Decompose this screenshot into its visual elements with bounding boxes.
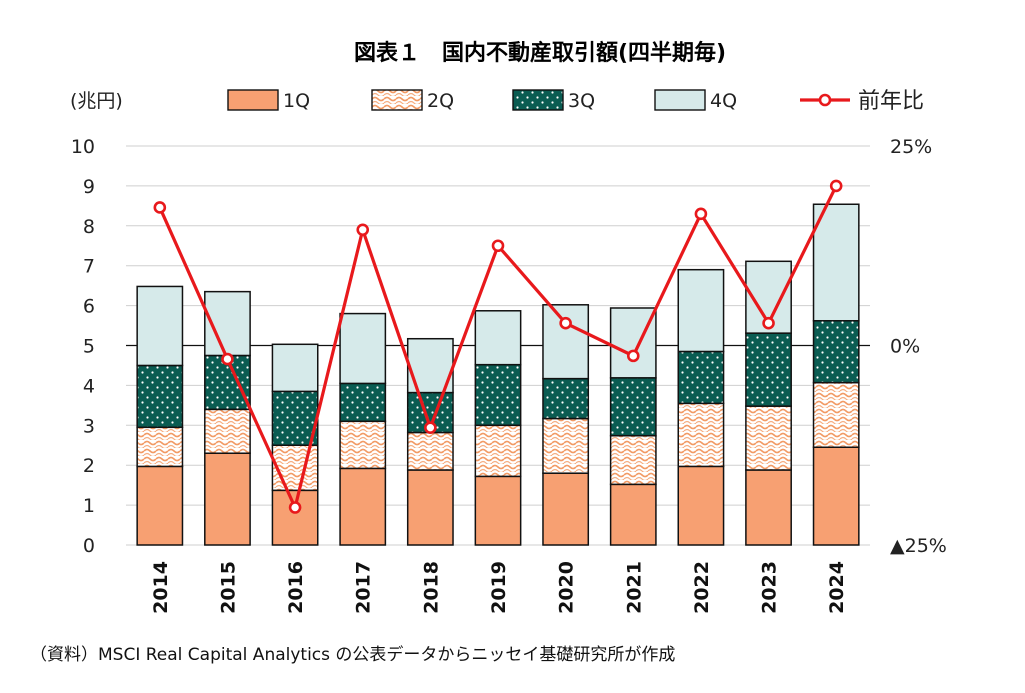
y-tick-label: 1 <box>83 495 95 517</box>
y2-tick-label: 25% <box>890 136 932 158</box>
legend: 1Q 2Q 3Q 4Q 前年比 <box>227 89 924 114</box>
bar-1Q-2019 <box>474 475 522 546</box>
bar-3Q-2024 <box>812 320 860 384</box>
bar-2Q-2021 <box>609 434 657 486</box>
bar-1Q-2017 <box>339 467 387 546</box>
y-tick-label: 10 <box>71 136 95 158</box>
bar-3Q-2023 <box>745 332 792 407</box>
bar-1Q-2016 <box>271 489 319 546</box>
legend-label-yoy: 前年比 <box>858 89 924 114</box>
yoy-point-2019 <box>491 239 505 253</box>
source-note: （資料）MSCI Real Capital Analytics の公表データから… <box>30 644 675 665</box>
bar-1Q-2015 <box>204 452 251 546</box>
y2-axis-ticks: ▲25% 0% 25% <box>890 136 947 557</box>
yoy-point-2021 <box>626 349 640 363</box>
bar-2Q-2018 <box>406 431 454 471</box>
bar-4Q-2022 <box>677 268 725 353</box>
bar-2Q-2017 <box>339 420 387 470</box>
x-tick-label: 2020 <box>556 561 578 614</box>
y-tick-label: 4 <box>83 375 95 397</box>
x-tick-label: 2015 <box>217 561 239 614</box>
yoy-point-2023 <box>762 316 775 330</box>
bar-4Q-2019 <box>474 310 522 366</box>
legend-label-4Q: 4Q <box>710 90 737 112</box>
bar-2Q-2024 <box>812 381 860 448</box>
x-tick-label: 2023 <box>759 561 781 614</box>
bar-3Q-2017 <box>339 382 387 423</box>
bar-1Q-2021 <box>609 483 657 546</box>
bar-2Q-2015 <box>204 408 251 454</box>
y2-tick-label: 0% <box>890 336 920 358</box>
bar-2Q-2020 <box>542 417 590 474</box>
y-tick-label: 2 <box>83 455 95 477</box>
bar-3Q-2021 <box>609 377 657 437</box>
yoy-point-2016 <box>288 501 302 514</box>
legend-swatch-1Q <box>227 89 279 111</box>
y-tick-label: 5 <box>83 336 95 358</box>
bar-4Q-2017 <box>339 312 387 385</box>
bar-4Q-2021 <box>609 307 657 379</box>
y-tick-label: 9 <box>83 176 95 198</box>
bar-2Q-2023 <box>745 405 792 471</box>
x-tick-label: 2022 <box>691 561 713 614</box>
x-tick-label: 2019 <box>488 561 510 614</box>
bar-3Q-2014 <box>136 364 184 429</box>
bar-4Q-2014 <box>136 285 184 367</box>
bars <box>136 203 860 546</box>
yoy-line-series <box>153 179 843 514</box>
yoy-point-2015 <box>221 352 234 366</box>
y-tick-label: 6 <box>83 296 95 318</box>
y-tick-label: 8 <box>83 216 95 238</box>
bar-3Q-2020 <box>542 377 590 420</box>
yoy-point-2024 <box>829 179 843 193</box>
bar-4Q-2024 <box>812 203 860 322</box>
x-tick-label: 2017 <box>353 561 375 614</box>
bar-2Q-2019 <box>474 424 522 478</box>
yoy-point-2020 <box>559 316 572 330</box>
bar-3Q-2019 <box>474 363 522 427</box>
bar-1Q-2020 <box>542 472 590 546</box>
bar-2Q-2022 <box>677 402 725 468</box>
bar-1Q-2023 <box>745 469 792 546</box>
bar-2Q-2016 <box>271 444 319 492</box>
legend-swatch-3Q <box>512 89 564 111</box>
y-tick-label: 7 <box>83 256 95 278</box>
bar-1Q-2014 <box>136 465 184 546</box>
y-tick-label: 0 <box>83 535 95 557</box>
bar-1Q-2022 <box>677 465 725 546</box>
legend-label-1Q: 1Q <box>283 90 310 112</box>
legend-swatch-4Q <box>654 89 706 111</box>
bar-3Q-2022 <box>677 350 725 405</box>
yoy-point-2014 <box>153 201 167 214</box>
x-tick-label: 2014 <box>150 561 172 614</box>
x-tick-label: 2018 <box>420 561 442 614</box>
x-tick-label: 2016 <box>285 561 307 614</box>
x-axis-ticks: 2014 2015 2016 2017 2018 2019 2020 2021 2022 2023… <box>150 561 848 614</box>
y-axis-unit-label: (兆円) <box>70 90 123 112</box>
chart-title: 図表１ 国内不動産取引額(四半期毎) <box>354 40 726 66</box>
yoy-point-2018 <box>424 421 437 434</box>
y-axis-ticks: 0 1 2 3 4 5 6 7 8 9 10 <box>71 136 95 557</box>
y-tick-label: 3 <box>83 415 95 437</box>
x-tick-label: 2024 <box>826 561 848 614</box>
yoy-point-2017 <box>356 223 370 237</box>
bar-1Q-2024 <box>812 446 860 546</box>
yoy-point-2022 <box>694 207 708 221</box>
legend-swatch-2Q <box>371 89 423 111</box>
y2-tick-label: ▲25% <box>890 535 947 557</box>
bar-4Q-2020 <box>542 304 590 380</box>
legend-line-marker <box>818 93 832 107</box>
bar-4Q-2016 <box>271 343 319 393</box>
legend-label-3Q: 3Q <box>568 90 595 112</box>
bar-1Q-2018 <box>406 469 454 546</box>
bar-2Q-2014 <box>136 426 184 468</box>
legend-label-2Q: 2Q <box>427 90 454 112</box>
x-tick-label: 2021 <box>623 561 645 614</box>
